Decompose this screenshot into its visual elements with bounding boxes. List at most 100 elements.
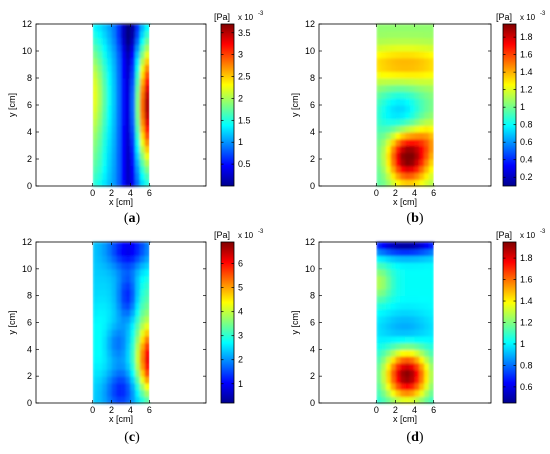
- heatmap-cell: [419, 295, 425, 303]
- heatmap-cell: [116, 24, 122, 32]
- heatmap-cell: [121, 51, 127, 59]
- panel-caption-letter: a: [129, 211, 136, 226]
- heatmap-cell: [102, 159, 108, 167]
- heatmap-cell: [385, 322, 392, 330]
- heatmap-cell: [139, 376, 146, 384]
- heatmap: [376, 242, 435, 404]
- heatmap-cell: [116, 349, 122, 357]
- heatmap-cell: [424, 125, 430, 133]
- heatmap-cell: [92, 91, 98, 99]
- heatmap-cell: [385, 64, 392, 72]
- heatmap-cell: [130, 255, 136, 263]
- heatmap-cell: [130, 105, 136, 113]
- heatmap-cell: [144, 132, 150, 140]
- heatmap-cell: [135, 78, 141, 86]
- heatmap-cell: [111, 152, 117, 160]
- heatmap-cell: [125, 57, 132, 66]
- heatmap-cell: [130, 356, 136, 364]
- heatmap-cell: [390, 275, 397, 283]
- y-tick-label: 12: [305, 19, 315, 29]
- heatmap-cell: [381, 389, 387, 397]
- heatmap-cell: [111, 356, 117, 364]
- heatmap-cell: [428, 57, 435, 66]
- heatmap-cell: [414, 165, 420, 174]
- heatmap-cell: [121, 172, 127, 180]
- heatmap-cell: [390, 84, 397, 93]
- colorbar-tick-label: 2.5: [238, 72, 251, 82]
- heatmap-cell: [106, 335, 113, 344]
- y-tick-label: 10: [22, 46, 32, 56]
- colorbar-tick-label: 1: [520, 102, 525, 112]
- heatmap-cell: [135, 111, 141, 120]
- heatmap-cell: [395, 57, 401, 66]
- heatmap-cell: [144, 44, 150, 52]
- x-tick-label: 4: [412, 188, 417, 198]
- colorbar-tick-label: 0.4: [520, 155, 533, 165]
- heatmap-cell: [390, 118, 397, 126]
- colorbar-tick-label: 1.2: [520, 318, 533, 328]
- heatmap-cell: [125, 78, 132, 86]
- heatmap-cell: [121, 382, 127, 391]
- heatmap-cell: [400, 396, 406, 404]
- heatmap-cell: [139, 111, 146, 120]
- heatmap-cell: [381, 71, 387, 79]
- heatmap-cell: [428, 165, 435, 174]
- heatmap-cell: [92, 78, 98, 86]
- heatmap-cell: [400, 64, 406, 72]
- heatmap-cell: [125, 179, 132, 187]
- heatmap-cell: [409, 396, 416, 404]
- heatmap-cell: [125, 376, 132, 384]
- heatmap-cell: [400, 44, 406, 52]
- heatmap-cell: [125, 44, 132, 52]
- heatmap-cell: [130, 118, 136, 126]
- heatmap-cell: [390, 288, 397, 297]
- heatmap-cell: [414, 24, 420, 32]
- heatmap-cell: [97, 315, 103, 324]
- heatmap-cell: [400, 138, 406, 147]
- heatmap-cell: [409, 362, 416, 371]
- heatmap-cell: [92, 71, 98, 79]
- heatmap-cell: [121, 105, 127, 113]
- heatmap-cell: [390, 51, 397, 59]
- heatmap-cell: [111, 91, 117, 99]
- y-tick-label: 12: [305, 237, 315, 247]
- heatmap-cell: [130, 152, 136, 160]
- heatmap-cell: [428, 105, 435, 113]
- heatmap-cell: [139, 302, 146, 310]
- heatmap-cell: [424, 382, 430, 391]
- heatmap-cell: [381, 37, 387, 45]
- heatmap-cell: [400, 71, 406, 79]
- heatmap-cell: [381, 376, 387, 384]
- heatmap-cell: [135, 288, 141, 297]
- heatmap-cell: [116, 242, 122, 250]
- heatmap-cell: [121, 242, 127, 250]
- heatmap-cell: [125, 329, 132, 337]
- heatmap-cell: [424, 64, 430, 72]
- heatmap-cell: [111, 262, 117, 270]
- y-tick-label: 0: [310, 181, 315, 191]
- heatmap-cell: [424, 329, 430, 337]
- heatmap-cell: [97, 64, 103, 72]
- heatmap-cell: [139, 30, 146, 39]
- heatmap-cell: [106, 275, 113, 283]
- heatmap-cell: [381, 84, 387, 93]
- heatmap-cell: [376, 356, 382, 364]
- colorbar-tick-label: 3.5: [238, 28, 251, 38]
- colorbar-exponent-power: -3: [540, 11, 546, 17]
- heatmap-cell: [409, 389, 416, 397]
- heatmap-cell: [139, 172, 146, 180]
- colorbar-exponent-label: x 10: [520, 231, 536, 240]
- y-tick-label: 6: [27, 318, 32, 328]
- heatmap-cell: [390, 315, 397, 324]
- heatmap-cell: [424, 44, 430, 52]
- heatmap-cell: [106, 125, 113, 133]
- heatmap-cell: [405, 376, 411, 384]
- heatmap-cell: [135, 57, 141, 66]
- heatmap-cell: [376, 44, 382, 52]
- heatmap-cell: [111, 111, 117, 120]
- heatmap-cell: [428, 322, 435, 330]
- heatmap-cell: [111, 159, 117, 167]
- heatmap-cell: [97, 145, 103, 153]
- x-tick-label: 0: [374, 405, 379, 415]
- chart-panel-d: 0 2 4 6 0 2 4 6 8 10 12 x [cm] y [cm] 0.6 0.8 1 1.2 1.4 1.…: [290, 229, 546, 445]
